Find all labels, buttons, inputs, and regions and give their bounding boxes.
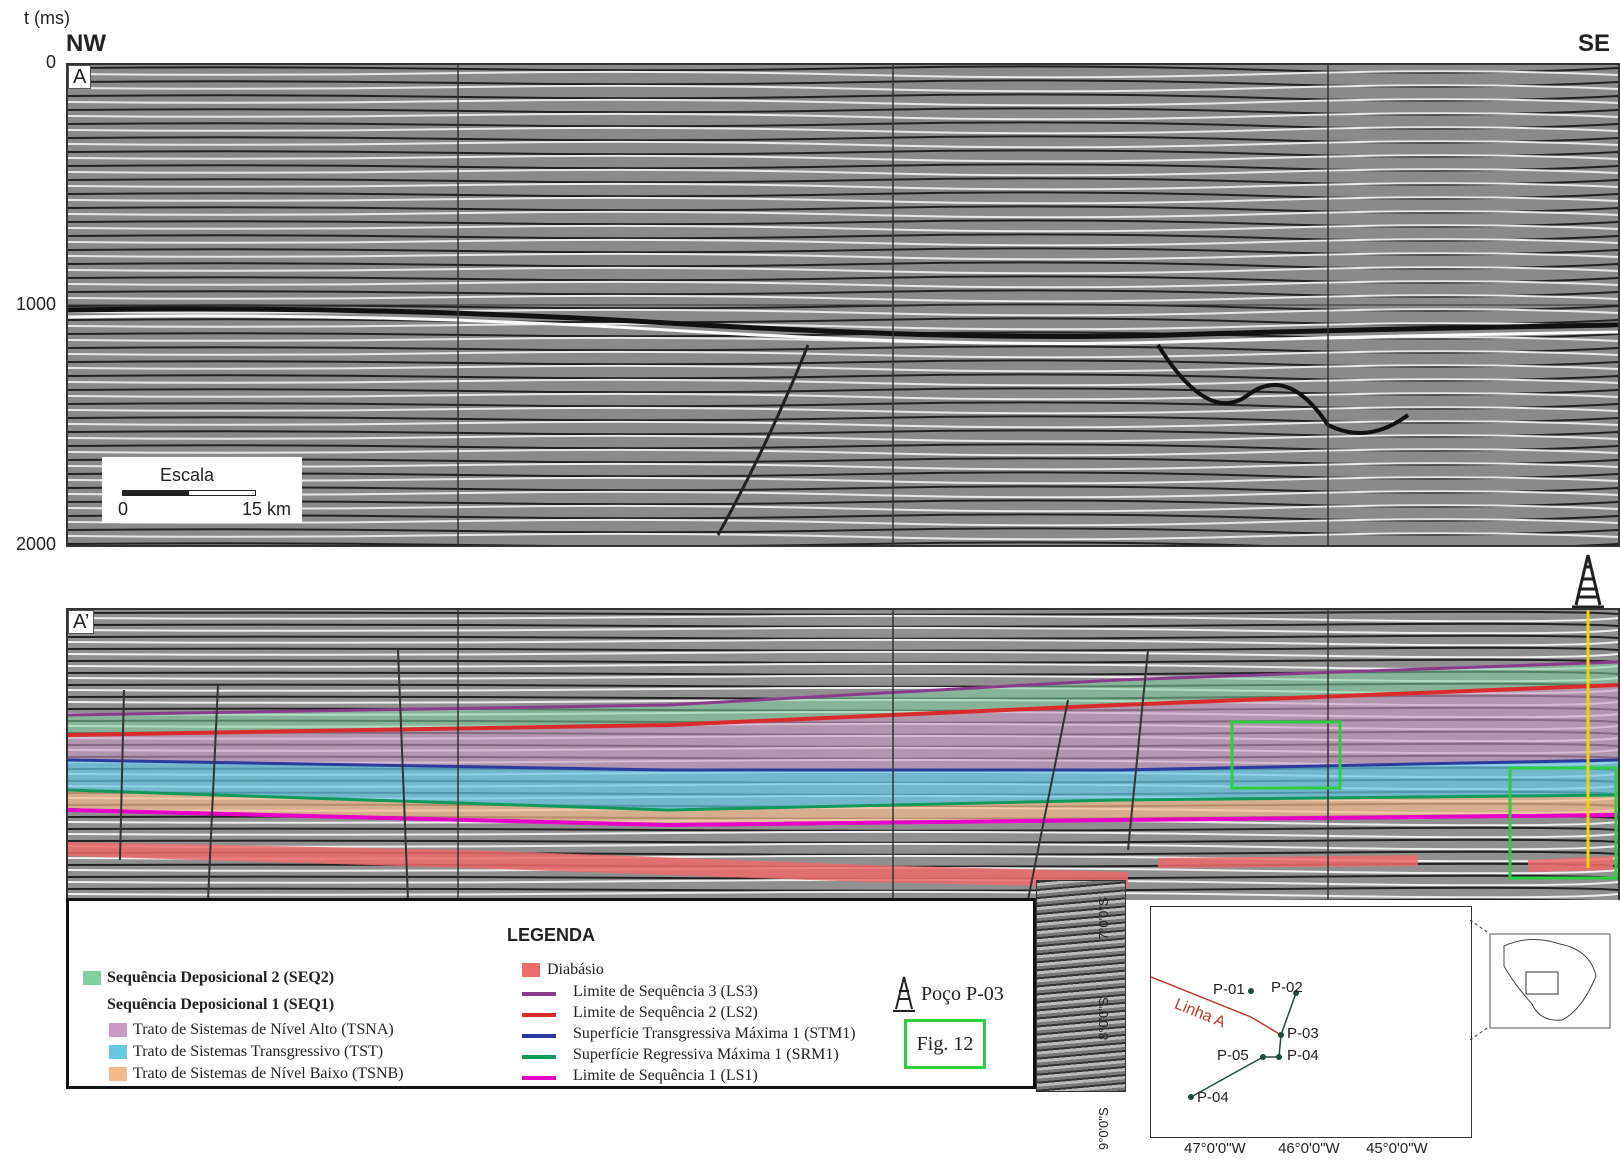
well-label-p04-south: P-04 <box>1197 1089 1229 1106</box>
interpreted-section <box>68 610 1618 900</box>
legend-seq2: Sequência Deposicional 2 (SEQ2) <box>107 969 335 986</box>
line-ls1 <box>522 1076 556 1080</box>
swatch-seq2 <box>83 971 101 985</box>
map-canvas <box>1150 976 1299 1100</box>
swatch-tsnb <box>109 1067 127 1081</box>
map-lat-label-7: 7°0'0"S <box>1096 897 1111 940</box>
map-lon-label-47: 47°0'0"W <box>1184 1140 1246 1157</box>
line-stm1 <box>522 1034 556 1038</box>
map-lat-label-8: 8°0'0"S <box>1096 997 1111 1040</box>
scale-bar-light <box>188 490 256 496</box>
legend-title: LEGENDA <box>506 925 595 945</box>
south-america-inset <box>1470 920 1611 1040</box>
swatch-diabasio <box>522 963 540 977</box>
line-ls3 <box>522 992 556 996</box>
swatch-tsna <box>109 1023 127 1037</box>
line-ls2 <box>522 1013 556 1017</box>
seismic-section-a <box>68 65 1618 545</box>
map-lon-label-46: 46°0'0"W <box>1278 1140 1340 1157</box>
legend-ls2: Limite de Sequência 2 (LS2) <box>573 1004 758 1021</box>
panel-a-prime-label: A’ <box>68 610 95 634</box>
legend-ls1: Limite de Sequência 1 (LS1) <box>573 1067 758 1084</box>
direction-nw: NW <box>66 30 106 57</box>
derrick-icon <box>1572 554 1604 609</box>
legend-diabasio: Diabásio <box>547 961 604 978</box>
legend-tst: Trato de Sistemas Transgressivo (TST) <box>133 1043 384 1060</box>
scale-bar: Escala 0 15 km <box>102 457 302 523</box>
legend-srm1: Superfície Regressiva Máxima 1 (SRM1) <box>573 1046 839 1063</box>
seismic-panel-a-prime: A’ <box>66 608 1620 900</box>
swatch-tst <box>109 1045 127 1059</box>
panel-a-label: A <box>68 65 92 89</box>
legend-ls3: Limite de Sequência 3 (LS3) <box>573 983 758 1000</box>
well-label-p03: P-03 <box>1287 1025 1319 1042</box>
y-tick-0: 0 <box>45 52 56 72</box>
legend-tsnb: Trato de Sistemas de Nível Baixo (TSNB) <box>133 1065 404 1082</box>
legend-fig-box: Fig. 12 <box>904 1019 986 1069</box>
well-derrick-icon <box>893 976 915 1012</box>
line-srm1 <box>522 1055 556 1059</box>
legend-well: Poço P-03 <box>921 983 1004 1005</box>
seismic-strip <box>1036 880 1126 1092</box>
time-axis-unit: t (ms) <box>24 8 70 28</box>
well-label-p04: P-04 <box>1287 1047 1319 1064</box>
well-label-p01: P-01 <box>1213 981 1245 998</box>
scale-title: Escala <box>160 465 215 485</box>
legend-tsna: Trato de Sistemas de Nível Alto (TSNA) <box>133 1021 394 1038</box>
scale-start: 0 <box>118 499 129 519</box>
direction-se: SE <box>1578 30 1611 57</box>
map-lat-label-9: 9°0'0"S <box>1096 1107 1111 1150</box>
y-tick-1000: 1000 <box>15 294 56 314</box>
well-label-p02: P-02 <box>1271 979 1303 996</box>
location-map: Linha A P-01 P-02 P-03 P-05 P-04 P-04 <box>1150 906 1472 1138</box>
scale-bar-dark <box>122 490 188 496</box>
legend-seq1: Sequência Deposicional 1 (SEQ1) <box>107 996 335 1013</box>
y-tick-2000: 2000 <box>15 534 56 554</box>
scale-end: 15 km <box>242 499 292 519</box>
well-label-p05: P-05 <box>1217 1047 1249 1064</box>
map-lon-label-45: 45°0'0"W <box>1366 1140 1428 1157</box>
seismic-panel-a: A Escala 0 15 km <box>66 63 1620 547</box>
legend: LEGENDA Sequência Deposicional 2 (SEQ2) … <box>66 898 1036 1089</box>
legend-stm1: Superfície Transgressiva Máxima 1 (STM1) <box>573 1025 856 1042</box>
